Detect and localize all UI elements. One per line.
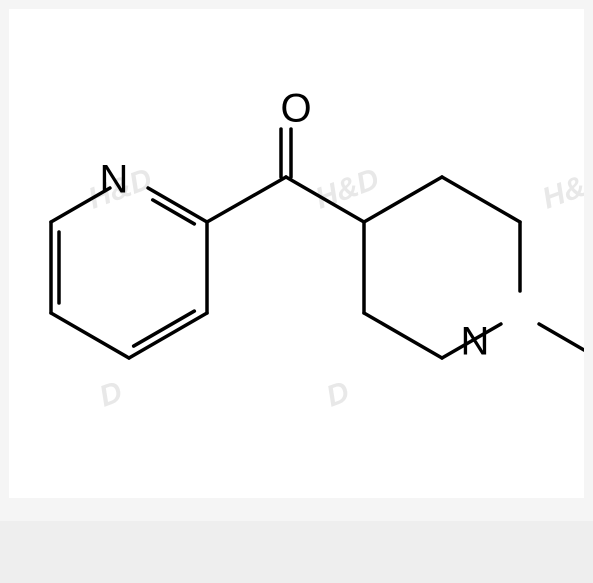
svg-text:H&D: H&D xyxy=(311,162,383,215)
atom-label-N2: N xyxy=(461,320,490,364)
atom-label-O1: O xyxy=(280,87,311,131)
structure-canvas: H&DH&DH&DDDNNO xyxy=(9,9,584,498)
atom-label-N1: N xyxy=(100,158,129,202)
footer-bar xyxy=(0,521,593,583)
svg-text:D: D xyxy=(322,375,354,413)
svg-text:D: D xyxy=(95,375,127,413)
svg-text:H&D: H&D xyxy=(538,162,584,215)
molecule-svg: H&DH&DH&DDDNNO xyxy=(9,9,584,498)
